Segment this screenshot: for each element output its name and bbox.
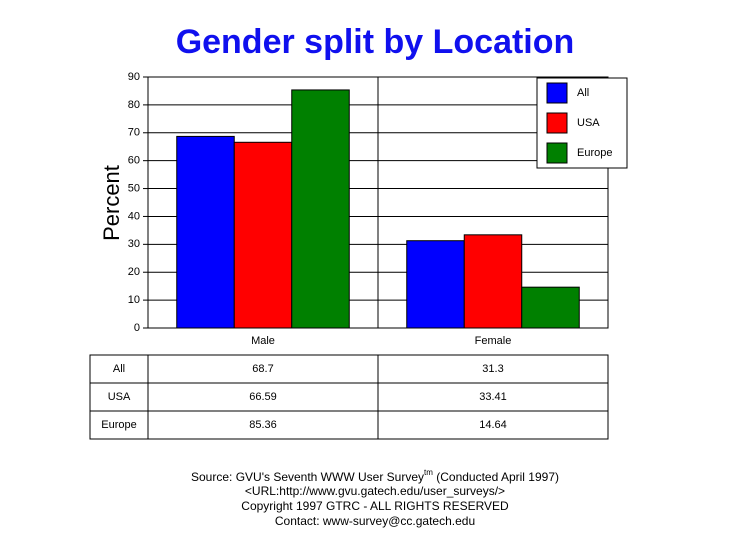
bar: [176, 135, 235, 329]
footer-url: <URL:http://www.gvu.gatech.edu/user_surv…: [245, 484, 505, 498]
y-tick-label: 90: [128, 71, 140, 83]
y-tick-label: 60: [128, 155, 140, 167]
table-cell: 85.36: [249, 419, 277, 431]
bar: [406, 240, 465, 329]
table-row-label: Europe: [101, 419, 136, 431]
table-row-label: All: [113, 363, 125, 375]
table-cell: 68.7: [252, 363, 273, 375]
table-cell: 14.64: [479, 419, 507, 431]
y-tick-label: 70: [128, 127, 140, 139]
footer-source: Source: GVU's Seventh WWW User Surveytm …: [191, 468, 559, 484]
table-cell: 33.41: [479, 391, 507, 403]
conducted: (Conducted April 1997): [433, 470, 559, 484]
y-tick-label: 50: [128, 182, 140, 194]
legend-swatch: [546, 142, 568, 164]
table-row-label: USA: [108, 391, 131, 403]
table-frame: [89, 354, 609, 440]
legend-label: All: [577, 87, 589, 99]
bar: [521, 286, 580, 329]
legend-label: USA: [577, 117, 600, 129]
footer-copyright: Copyright 1997 GTRC - ALL RIGHTS RESERVE…: [241, 499, 509, 513]
bar: [291, 89, 350, 329]
y-tick-label: 0: [134, 322, 140, 334]
x-tick-label: Female: [475, 335, 512, 347]
y-tick-label: 30: [128, 238, 140, 250]
bar: [463, 234, 523, 329]
y-tick-label: 10: [128, 294, 140, 306]
table-cell: 31.3: [482, 363, 503, 375]
footer-contact: Contact: www-survey@cc.gatech.edu: [275, 514, 475, 528]
y-tick-label: 40: [128, 210, 140, 222]
legend-swatch: [546, 112, 568, 134]
source: Source: GVU's Seventh WWW User Survey: [191, 470, 424, 484]
y-tick-label: 80: [128, 99, 140, 111]
y-tick-label: 20: [128, 266, 140, 278]
legend-label: Europe: [577, 147, 612, 159]
legend-swatch: [546, 82, 568, 104]
y-axis-label: Percent: [99, 165, 124, 241]
x-tick-label: Male: [251, 335, 275, 347]
chart-title: Gender split by Location: [176, 23, 575, 61]
table-cell: 66.59: [249, 391, 277, 403]
bar: [233, 141, 293, 329]
trademark: tm: [424, 468, 433, 477]
